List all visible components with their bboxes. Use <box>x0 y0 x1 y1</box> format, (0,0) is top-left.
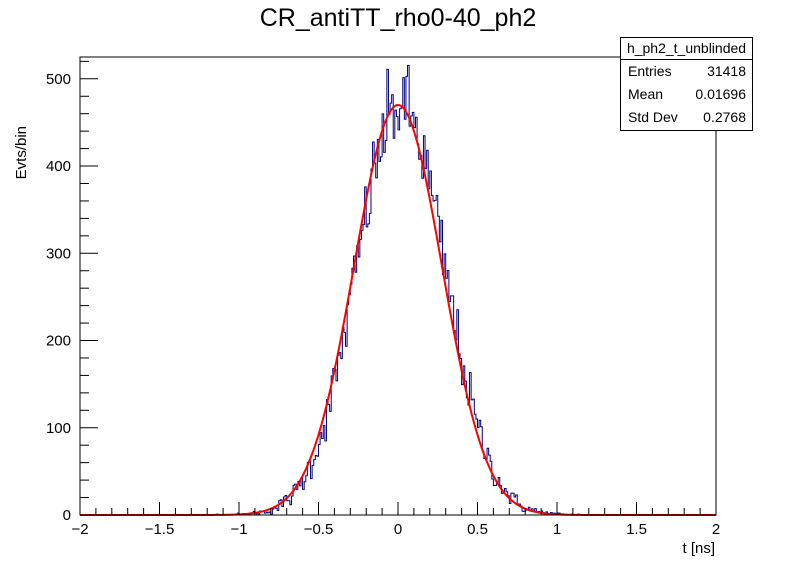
stats-label: Std Dev <box>628 109 678 125</box>
x-axis: −2 −1.5 −1 −0.5 0 0.5 1 1.5 2 <box>71 502 720 538</box>
stats-value: 0.01696 <box>695 86 746 102</box>
histogram-series <box>80 64 716 516</box>
x-tick-label: 1.5 <box>626 521 647 538</box>
x-axis-label: t [ns] <box>682 540 715 557</box>
fit-layer <box>80 103 716 516</box>
x-tick-label: −2 <box>71 521 88 538</box>
y-tick-label: 200 <box>46 333 71 350</box>
y-tick-label: 500 <box>46 71 71 88</box>
stats-label: Mean <box>628 86 664 102</box>
stats-box: h_ph2_t_unblinded Entries 31418 Mean 0.0… <box>620 37 753 131</box>
histogram-layer <box>80 64 716 516</box>
x-tick-label: 0.5 <box>467 521 488 538</box>
stats-row-stddev: Std Dev 0.2768 <box>621 106 752 129</box>
y-tick-label: 0 <box>63 507 71 524</box>
x-tick-label: 0 <box>394 521 402 538</box>
stats-value: 31418 <box>707 63 746 79</box>
stats-value: 0.2768 <box>703 109 746 125</box>
x-tick-label: −1.5 <box>145 521 175 538</box>
stats-box-title: h_ph2_t_unblinded <box>621 38 752 60</box>
stats-row-mean: Mean 0.01696 <box>621 83 752 106</box>
y-axis: 0 100 200 300 400 500 <box>46 60 98 524</box>
fit-curve <box>80 103 716 516</box>
x-tick-label: 1 <box>553 521 561 538</box>
y-axis-label: Evts/bin <box>13 126 30 179</box>
stats-row-entries: Entries 31418 <box>621 60 752 83</box>
stats-label: Entries <box>628 63 672 79</box>
y-tick-label: 100 <box>46 420 71 437</box>
chart-title: CR_antiTT_rho0-40_ph2 <box>259 4 537 32</box>
y-tick-label: 400 <box>46 158 71 175</box>
x-tick-label: −1 <box>230 521 247 538</box>
x-tick-label: −0.5 <box>304 521 334 538</box>
x-tick-label: 2 <box>712 521 720 538</box>
y-tick-label: 300 <box>46 245 71 262</box>
